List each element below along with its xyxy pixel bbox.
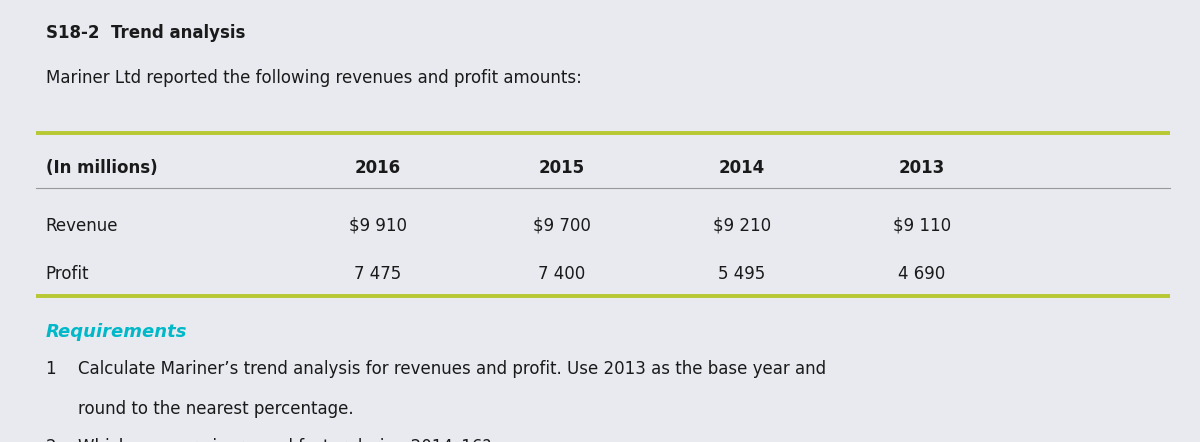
Text: $9 700: $9 700 bbox=[533, 217, 590, 235]
Text: 7 475: 7 475 bbox=[354, 265, 402, 283]
Text: 2015: 2015 bbox=[539, 159, 584, 177]
Text: 2014: 2014 bbox=[719, 159, 764, 177]
Text: (In millions): (In millions) bbox=[46, 159, 157, 177]
Text: 5 495: 5 495 bbox=[718, 265, 766, 283]
Text: 2: 2 bbox=[46, 438, 56, 442]
Text: round to the nearest percentage.: round to the nearest percentage. bbox=[78, 400, 354, 418]
Text: 1: 1 bbox=[46, 360, 56, 378]
Text: Requirements: Requirements bbox=[46, 323, 187, 341]
Text: 2016: 2016 bbox=[355, 159, 401, 177]
Text: Which measure increased faster during 2014–16?: Which measure increased faster during 20… bbox=[78, 438, 491, 442]
Text: Calculate Mariner’s trend analysis for revenues and profit. Use 2013 as the base: Calculate Mariner’s trend analysis for r… bbox=[78, 360, 826, 378]
Text: 2013: 2013 bbox=[899, 159, 944, 177]
Text: $9 210: $9 210 bbox=[713, 217, 770, 235]
Text: $9 110: $9 110 bbox=[893, 217, 950, 235]
Text: 4 690: 4 690 bbox=[898, 265, 946, 283]
Text: Profit: Profit bbox=[46, 265, 89, 283]
Text: Revenue: Revenue bbox=[46, 217, 118, 235]
Text: $9 910: $9 910 bbox=[349, 217, 407, 235]
Text: Mariner Ltd reported the following revenues and profit amounts:: Mariner Ltd reported the following reven… bbox=[46, 69, 582, 87]
Text: S18-2  Trend analysis: S18-2 Trend analysis bbox=[46, 24, 245, 42]
Text: 7 400: 7 400 bbox=[538, 265, 586, 283]
